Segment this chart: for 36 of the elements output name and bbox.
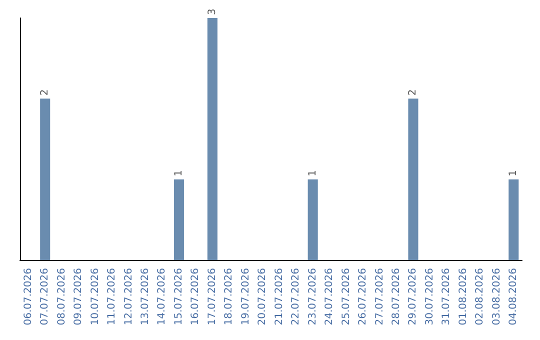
x-tick-label: 22.07.2026 bbox=[290, 268, 302, 326]
x-tick-label: 27.07.2026 bbox=[374, 268, 386, 326]
x-tick-label: 18.07.2026 bbox=[224, 268, 235, 326]
data-label: 1 bbox=[173, 170, 184, 176]
x-tick-label: 14.07.2026 bbox=[156, 268, 168, 326]
x-tick-label: 21.07.2026 bbox=[274, 268, 285, 326]
x-tick-label: 29.07.2026 bbox=[408, 268, 419, 326]
x-tick-label: 12.07.2026 bbox=[123, 268, 134, 326]
x-tick-label: 04.08.2026 bbox=[508, 268, 520, 326]
x-tick-label: 25.07.2026 bbox=[340, 268, 352, 326]
x-tick-label: 16.07.2026 bbox=[190, 268, 202, 326]
data-label: 2 bbox=[40, 89, 51, 96]
x-tick-label: 17.07.2026 bbox=[206, 268, 218, 326]
x-tick-label: 23.07.2026 bbox=[307, 268, 318, 326]
x-tick-label: 07.07.2026 bbox=[40, 268, 51, 326]
x-tick-label: 01.08.2026 bbox=[458, 268, 469, 326]
data-label: 3 bbox=[206, 8, 218, 15]
x-tick-label: 15.07.2026 bbox=[173, 268, 184, 326]
x-tick-label: 09.07.2026 bbox=[73, 268, 84, 326]
x-tick-label: 20.07.2026 bbox=[257, 268, 268, 326]
x-tick-label: 03.08.2026 bbox=[491, 268, 502, 326]
x-tick-label: 02.08.2026 bbox=[474, 268, 486, 326]
x-tick-label: 28.07.2026 bbox=[391, 268, 402, 326]
x-tick-label: 08.07.2026 bbox=[56, 268, 68, 326]
data-label: 1 bbox=[508, 170, 520, 176]
x-tick-label: 26.07.2026 bbox=[358, 268, 369, 326]
data-label: 2 bbox=[408, 89, 419, 96]
x-tick-label: 10.07.2026 bbox=[90, 268, 101, 326]
x-tick-label: 31.07.2026 bbox=[441, 268, 452, 326]
x-tick-label: 30.07.2026 bbox=[424, 268, 436, 326]
x-tick-label: 06.07.2026 bbox=[22, 268, 34, 326]
x-tick-label: 24.07.2026 bbox=[324, 268, 336, 326]
x-tick-label: 11.07.2026 bbox=[106, 268, 118, 326]
x-tick-label: 19.07.2026 bbox=[240, 268, 252, 326]
data-label: 1 bbox=[307, 170, 318, 176]
x-tick-label: 13.07.2026 bbox=[140, 268, 151, 326]
